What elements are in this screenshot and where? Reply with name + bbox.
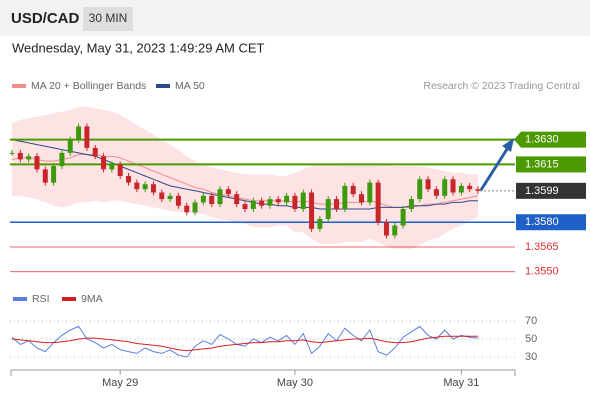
candle bbox=[134, 182, 140, 190]
candle bbox=[9, 152, 15, 154]
line bbox=[11, 139, 478, 210]
forecast-arrow-head bbox=[502, 138, 514, 152]
candle bbox=[234, 194, 240, 205]
line bbox=[11, 335, 478, 352]
candle bbox=[209, 195, 215, 205]
candle bbox=[309, 192, 315, 229]
candle bbox=[325, 199, 331, 219]
candle bbox=[300, 192, 306, 210]
candle bbox=[367, 182, 373, 203]
legend-label: MA 50 bbox=[175, 80, 205, 92]
timeframe[interactable]: 30 MIN bbox=[89, 11, 128, 25]
x-tick-label: May 30 bbox=[277, 377, 313, 389]
legend-label: RSI bbox=[32, 293, 50, 305]
legend-swatch bbox=[12, 84, 26, 88]
candle bbox=[292, 195, 298, 210]
legend-label: MA 20 + Bollinger Bands bbox=[31, 80, 146, 92]
legend-swatch bbox=[62, 297, 76, 301]
candle bbox=[101, 156, 107, 170]
y-tick-label: 70 bbox=[525, 315, 537, 327]
candle bbox=[59, 152, 65, 167]
plot-layer bbox=[9, 123, 481, 239]
timeframe-badge[interactable] bbox=[83, 7, 133, 31]
candle bbox=[284, 195, 290, 203]
candle bbox=[51, 166, 57, 183]
candle bbox=[92, 147, 98, 157]
credit: Research © 2023 Trading Central bbox=[423, 80, 580, 92]
legend-label: 9MA bbox=[81, 293, 103, 305]
level-label: 1.3550 bbox=[525, 266, 559, 278]
candle bbox=[317, 218, 323, 229]
candle bbox=[126, 175, 131, 183]
subtitle: Wednesday, May 31, 2023 1:49:29 AM CET bbox=[12, 40, 264, 55]
level-badge bbox=[516, 182, 586, 199]
candle bbox=[84, 126, 90, 148]
candle bbox=[109, 164, 115, 170]
legend-swatch bbox=[156, 84, 170, 88]
candle bbox=[417, 179, 423, 200]
candle bbox=[192, 202, 198, 213]
forecast-arrow bbox=[479, 145, 511, 191]
candle bbox=[167, 195, 173, 200]
candle bbox=[67, 139, 73, 153]
candle bbox=[217, 189, 223, 205]
level-label: 1.3580 bbox=[525, 216, 559, 228]
candle bbox=[425, 179, 431, 190]
candle bbox=[42, 169, 48, 183]
band-layer bbox=[10, 106, 515, 273]
candle bbox=[267, 199, 273, 206]
candle bbox=[467, 185, 473, 190]
level-label: 1.3630 bbox=[525, 134, 559, 146]
candle bbox=[175, 195, 181, 206]
candle bbox=[250, 200, 256, 210]
bollinger-band bbox=[12, 106, 478, 249]
candle bbox=[26, 156, 32, 160]
candle bbox=[225, 189, 231, 195]
y-tick-label: 50 bbox=[525, 333, 537, 345]
y-tick-label: 30 bbox=[525, 351, 537, 363]
candle bbox=[17, 152, 23, 160]
candle bbox=[150, 184, 156, 193]
candle bbox=[200, 195, 206, 203]
candle bbox=[76, 126, 82, 140]
level-badge bbox=[516, 214, 586, 231]
candle bbox=[142, 184, 148, 190]
candle bbox=[442, 179, 448, 196]
candle bbox=[458, 185, 464, 193]
candle bbox=[117, 164, 123, 176]
candle bbox=[184, 205, 190, 213]
level-badge bbox=[516, 156, 586, 173]
candle bbox=[350, 185, 356, 195]
candle bbox=[259, 200, 265, 206]
line bbox=[11, 325, 479, 358]
candle bbox=[450, 179, 456, 193]
x-tick-label: May 31 bbox=[443, 377, 479, 389]
candle bbox=[359, 194, 364, 203]
level-label: 1.3599 bbox=[525, 185, 559, 197]
candle bbox=[392, 225, 398, 236]
candle bbox=[242, 204, 248, 210]
candle bbox=[475, 189, 481, 191]
candle bbox=[408, 199, 414, 210]
legend-swatch bbox=[13, 297, 27, 301]
candle bbox=[342, 185, 348, 210]
level-label: 1.3615 bbox=[525, 158, 559, 170]
level-badge bbox=[514, 131, 586, 148]
level-label: 1.3565 bbox=[525, 241, 559, 253]
candle bbox=[433, 189, 439, 196]
candle bbox=[400, 209, 406, 226]
candle bbox=[334, 199, 340, 210]
candle bbox=[275, 199, 281, 203]
symbol: USD/CAD bbox=[11, 10, 80, 27]
candle bbox=[34, 156, 40, 170]
candle bbox=[375, 182, 381, 223]
x-tick-label: May 29 bbox=[102, 377, 138, 389]
candle bbox=[383, 222, 389, 236]
candle bbox=[159, 192, 165, 200]
